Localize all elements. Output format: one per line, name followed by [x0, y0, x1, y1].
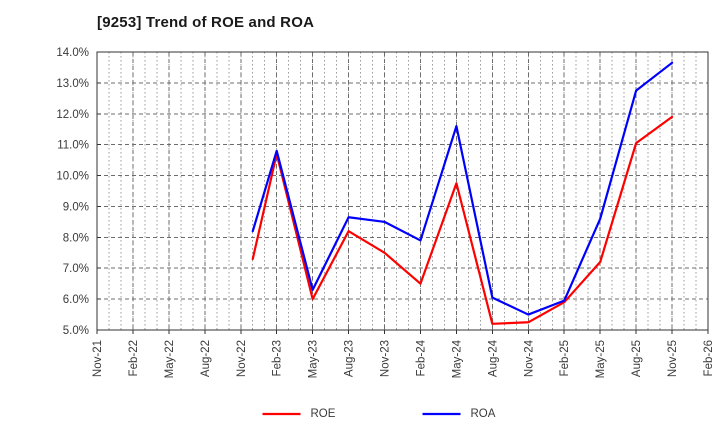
x-axis-tick-label: Feb-22 — [128, 340, 140, 376]
y-axis-tick-label: 5.0% — [63, 325, 89, 337]
chart-title: [9253] Trend of ROE and ROA — [97, 14, 315, 31]
x-axis-tick-label: Nov-24 — [523, 339, 535, 377]
y-axis-ticks: 5.0% 6.0% 7.0% 8.0% 9.0% 10.0% 11.0% 12.0% 13.0%… — [56, 47, 101, 337]
x-axis-tick-label: Nov-23 — [380, 340, 392, 377]
series-line-roa — [251, 61, 674, 316]
x-axis-ticks: Nov-21 Feb-22 May-22 Aug-22 Nov-22 Feb-23 May-… — [92, 330, 715, 378]
legend-label-roa: ROA — [471, 408, 496, 420]
x-axis-tick-label: Feb-25 — [559, 340, 571, 376]
x-axis-tick-label: Nov-22 — [236, 340, 248, 377]
data-series — [251, 61, 674, 325]
plot-frame — [96, 51, 709, 331]
x-axis-tick-label: Aug-22 — [200, 340, 212, 377]
x-axis-tick-label: May-24 — [451, 339, 463, 378]
x-axis-tick-label: Feb-26 — [703, 340, 715, 376]
x-axis-tick-label: Aug-23 — [344, 340, 356, 377]
x-axis-tick-label: Nov-25 — [667, 340, 679, 377]
x-axis-tick-label: May-25 — [595, 340, 607, 378]
y-axis-tick-label: 13.0% — [56, 78, 89, 90]
x-axis-tick-label: Aug-24 — [487, 339, 499, 377]
x-axis-tick-label: May-22 — [164, 340, 176, 378]
y-axis-tick-label: 14.0% — [56, 47, 89, 59]
x-axis-tick-label: Nov-21 — [92, 340, 104, 377]
gridlines-minor — [96, 52, 709, 330]
x-axis-tick-label: Feb-23 — [272, 340, 284, 376]
gridlines-major — [96, 51, 709, 330]
y-axis-tick-label: 7.0% — [63, 263, 89, 275]
series-line-roe — [251, 115, 674, 325]
y-axis-tick-label: 11.0% — [57, 140, 89, 152]
y-axis-tick-label: 12.0% — [56, 109, 89, 121]
x-axis-tick-label: May-23 — [308, 340, 320, 378]
legend-label-roe: ROE — [311, 408, 336, 420]
x-axis-tick-label: Feb-24 — [415, 339, 427, 376]
y-axis-tick-label: 9.0% — [63, 201, 89, 213]
y-axis-tick-label: 8.0% — [63, 232, 89, 244]
y-axis-tick-label: 6.0% — [63, 294, 89, 306]
y-axis-tick-label: 10.0% — [56, 171, 89, 183]
x-axis-tick-label: Aug-25 — [631, 340, 643, 377]
chart-legend: ROE ROA — [262, 408, 496, 420]
